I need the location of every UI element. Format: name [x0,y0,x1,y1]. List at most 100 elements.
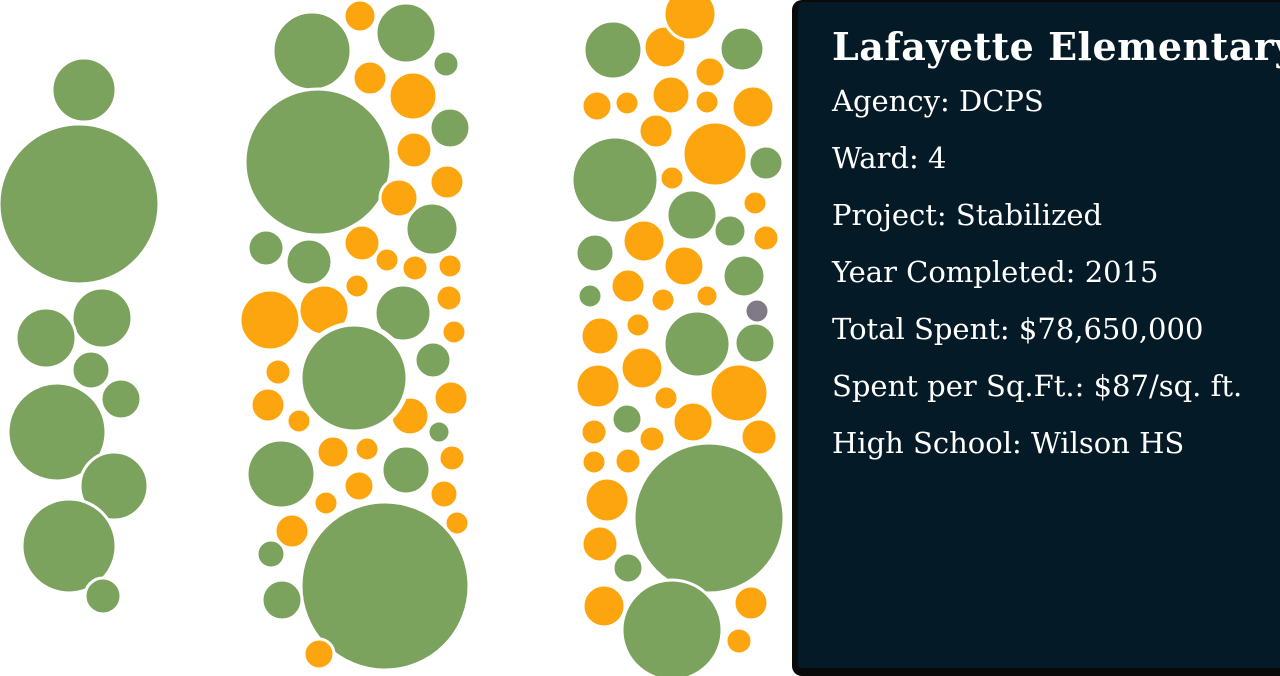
school-bubble[interactable] [743,297,771,325]
school-bubble[interactable] [428,163,466,201]
school-bubble[interactable] [658,164,686,192]
school-bubble[interactable] [712,213,748,249]
school-bubble[interactable] [739,417,779,457]
school-bubble[interactable] [263,357,293,387]
school-bubble[interactable] [583,476,631,524]
school-bubble[interactable] [373,246,401,274]
school-bubble[interactable] [649,286,677,314]
school-bubble[interactable] [284,237,334,287]
school-bubble[interactable] [6,381,108,483]
school-bubble[interactable] [621,218,667,264]
school-bubble[interactable] [99,377,143,421]
school-bubble[interactable] [576,282,604,310]
school-bubble[interactable] [70,349,112,391]
selected-school-bubble[interactable] [297,321,411,435]
school-bubble[interactable] [610,402,644,436]
school-bubble[interactable] [650,74,692,116]
school-bubble[interactable] [721,253,767,299]
school-bubble[interactable] [413,340,453,380]
school-bubble[interactable] [730,84,776,130]
school-bubble[interactable] [579,417,609,447]
school-bubble[interactable] [652,384,680,412]
school-bubble[interactable] [315,434,351,470]
school-bubble[interactable] [624,311,652,339]
school-bubble[interactable] [637,112,675,150]
school-bubble[interactable] [741,189,769,217]
school-bubble[interactable] [580,89,614,123]
school-bubble[interactable] [708,362,770,424]
school-bubble[interactable] [343,272,371,300]
school-bubble[interactable] [671,400,715,444]
school-bubble[interactable] [619,345,665,391]
school-bubble[interactable] [378,177,420,219]
school-bubble[interactable] [437,443,467,473]
school-bubble[interactable] [570,135,660,225]
school-bubble[interactable] [581,583,627,629]
school-bubble[interactable] [662,0,718,42]
school-bubble[interactable] [440,318,468,346]
school-bubble[interactable] [436,252,464,280]
school-bubble[interactable] [574,362,622,410]
school-bubble[interactable] [271,10,353,92]
school-bubble[interactable] [609,267,647,305]
school-bubble[interactable] [246,228,286,268]
school-bubble[interactable] [50,56,118,124]
school-bubble[interactable] [426,419,452,445]
school-bubble[interactable] [662,309,732,379]
school-bubble[interactable] [70,286,134,350]
school-bubble[interactable] [724,626,754,656]
school-bubble[interactable] [342,223,382,263]
school-bubble[interactable] [373,283,433,343]
school-bubble[interactable] [0,122,161,286]
school-bubble[interactable] [312,489,340,517]
school-bubble[interactable] [238,288,302,352]
school-bubble[interactable] [245,438,317,510]
school-bubble[interactable] [693,55,727,89]
school-bubble[interactable] [380,444,432,496]
school-bubble[interactable] [351,59,389,97]
school-bubble[interactable] [255,538,287,570]
school-bubble[interactable] [611,551,645,585]
school-bubble[interactable] [243,87,393,237]
school-bubble[interactable] [632,441,786,595]
school-bubble[interactable] [613,89,641,117]
school-bubble[interactable] [681,120,749,188]
school-bubble[interactable] [20,497,118,595]
school-bubble[interactable] [285,407,313,435]
school-bubble[interactable] [613,446,643,476]
school-bubble[interactable] [400,253,430,283]
school-bubble[interactable] [387,70,439,122]
school-bubble[interactable] [428,106,472,150]
school-bubble[interactable] [693,88,721,116]
school-bubble[interactable] [342,0,378,34]
school-bubble[interactable] [747,144,785,182]
school-bubble[interactable] [574,232,616,274]
school-bubble[interactable] [342,469,376,503]
school-bubble[interactable] [718,25,766,73]
school-bubble[interactable] [83,576,123,616]
school-bubble[interactable] [14,306,78,370]
school-bubble[interactable] [260,578,304,622]
school-bubble[interactable] [302,637,336,671]
school-bubble[interactable] [580,524,620,564]
school-bubble[interactable] [637,424,667,454]
school-bubble[interactable] [353,435,381,463]
school-bubble[interactable] [374,1,438,65]
school-bubble[interactable] [579,315,621,357]
school-bubble[interactable] [434,283,464,313]
school-bubble[interactable] [694,283,720,309]
school-bubble[interactable] [662,244,706,288]
school-bubble[interactable] [432,379,470,417]
school-bubble[interactable] [394,130,434,170]
school-bubble[interactable] [299,500,471,672]
school-bubble[interactable] [443,509,471,537]
school-bubble[interactable] [582,19,644,81]
school-bubble[interactable] [428,478,460,510]
school-bubble[interactable] [751,223,781,253]
school-bubble[interactable] [732,584,770,622]
school-bubble[interactable] [249,386,287,424]
school-bubble[interactable] [580,448,608,476]
school-bubble[interactable] [665,188,719,242]
school-bubble[interactable] [273,512,311,550]
school-bubble[interactable] [733,321,777,365]
